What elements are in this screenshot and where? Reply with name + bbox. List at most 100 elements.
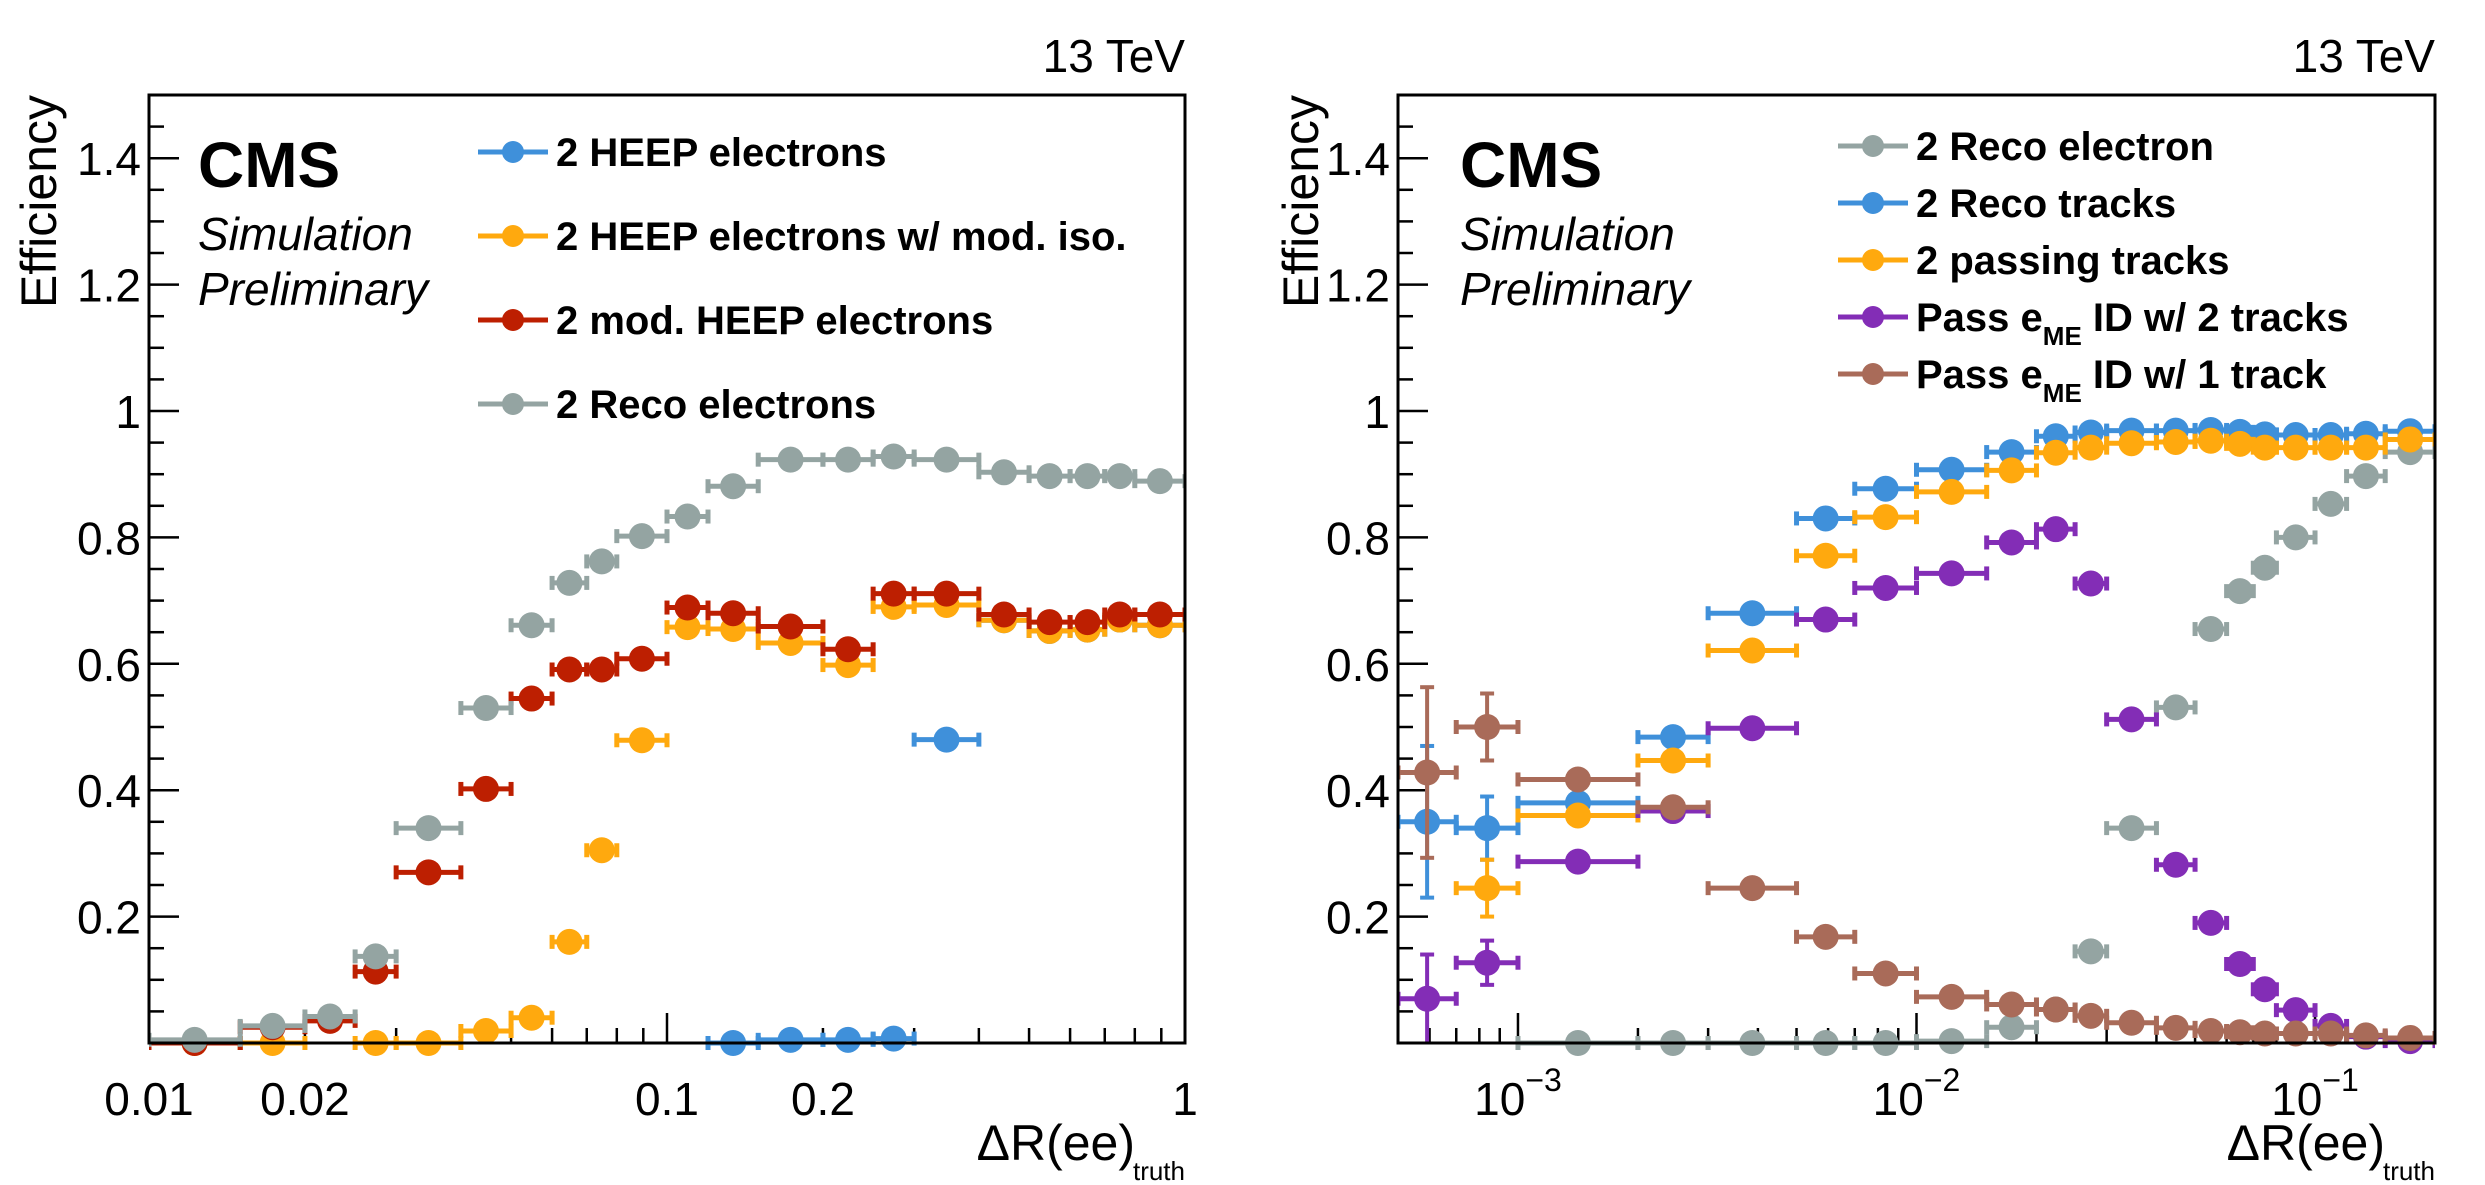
data-point (1794, 505, 1858, 532)
data-point (2382, 426, 2435, 453)
data-point (2224, 951, 2256, 977)
marker (1474, 714, 1501, 740)
data-point (664, 614, 711, 641)
marker (415, 859, 442, 886)
data-marks (149, 443, 1185, 1056)
marker (1872, 574, 1899, 601)
x-tick-label: 0.2 (791, 1073, 855, 1125)
data-point (2344, 463, 2388, 490)
marker (1739, 637, 1766, 664)
marker (2197, 616, 2224, 643)
data-point (508, 612, 555, 639)
y-tick-label: 1.2 (77, 260, 141, 312)
marker (933, 446, 960, 473)
marker (777, 1026, 804, 1053)
x-tick-label: 0.1 (635, 1073, 699, 1125)
marker (2197, 909, 2224, 936)
marker (317, 1003, 344, 1030)
marker (933, 580, 960, 607)
marker (880, 443, 907, 470)
marker (362, 943, 389, 970)
y-tick-label: 0.8 (77, 512, 141, 564)
marker (556, 569, 583, 596)
x-axis-label: ΔR(ee) truth (2227, 1115, 2435, 1185)
marker (835, 446, 862, 473)
data-point (911, 580, 982, 607)
marker (2317, 434, 2344, 461)
x-axis-label-main: ΔR(ee) (977, 1115, 1135, 1171)
marker (674, 503, 701, 530)
series-3 (1398, 516, 2435, 1055)
data-point (1984, 457, 2039, 484)
y-tick-label: 0.4 (77, 765, 141, 817)
data-point (1705, 637, 1800, 664)
marker (2397, 1024, 2424, 1051)
marker (720, 600, 747, 627)
marker (2042, 996, 2069, 1023)
data-point (820, 636, 876, 663)
marker (1739, 600, 1766, 627)
marker (1564, 848, 1591, 875)
x-tick-label: 0.02 (260, 1073, 350, 1125)
data-point (870, 580, 917, 607)
legend-marker (1862, 249, 1884, 271)
data-point (1515, 802, 1641, 829)
plot-frame (147, 93, 1187, 1045)
data-point (458, 695, 514, 722)
y-tick-label: 0.2 (77, 892, 141, 944)
data-point (2153, 694, 2198, 721)
marker (2282, 524, 2309, 551)
marker (1938, 983, 1965, 1010)
legend-entry: 2 Reco tracks (1838, 182, 2176, 226)
legend: 2 HEEP electrons 2 HEEP electrons w/ mod.… (478, 131, 1127, 427)
marker (777, 613, 804, 640)
marker (2162, 851, 2189, 878)
data-point (1453, 938, 1521, 987)
data-point (2273, 524, 2318, 551)
preliminary-label: Preliminary (198, 263, 431, 315)
marker (1938, 1028, 1965, 1055)
data-point (870, 443, 917, 470)
marker (1739, 715, 1766, 742)
data-point (352, 943, 399, 970)
legend-marker (1862, 135, 1884, 157)
legend-label: 2 Reco electron (1916, 125, 2214, 169)
y-axis-label: Efficiency (11, 95, 67, 308)
data-point (1914, 1028, 1990, 1055)
data-point (1984, 529, 2039, 556)
y-tick-label: 0.6 (77, 639, 141, 691)
y-tick-label: 1.2 (1326, 260, 1390, 312)
legend: 2 Reco electron 2 Reco tracks 2 passing tr… (1838, 125, 2349, 408)
legend-entry: 2 HEEP electrons w/ mod. iso. (478, 215, 1127, 259)
data-marks (1398, 416, 2435, 1056)
legend-label: 2 Reco tracks (1916, 182, 2176, 226)
marker (2352, 463, 2379, 490)
marker (2282, 1020, 2309, 1047)
marker (1998, 1014, 2025, 1041)
marker (1474, 815, 1501, 842)
energy-label: 13 TeV (1043, 30, 1186, 82)
data-point (549, 928, 590, 955)
marker (2226, 951, 2253, 977)
data-point (1453, 794, 1521, 862)
marker (2197, 427, 2224, 454)
data-point (2072, 938, 2110, 965)
data-point (2273, 997, 2318, 1024)
marker (2282, 997, 2309, 1024)
series-4 (1398, 685, 2435, 1051)
marker (1660, 794, 1687, 821)
data-point (705, 473, 761, 500)
data-point (614, 727, 670, 754)
data-point (1705, 715, 1800, 742)
marker (1872, 504, 1899, 531)
data-point (1635, 724, 1711, 751)
marker (1414, 985, 1441, 1012)
marker (2042, 439, 2069, 466)
legend-entry: 2 passing tracks (1838, 239, 2230, 283)
marker (628, 645, 655, 672)
data-point (1398, 952, 1459, 1043)
data-point (2104, 706, 2159, 733)
marker (933, 726, 960, 753)
legend-label: 2 Reco electrons (556, 383, 876, 427)
